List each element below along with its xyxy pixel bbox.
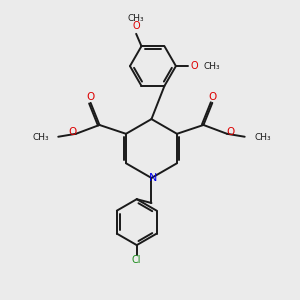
Text: CH₃: CH₃ [204,61,220,70]
Text: O: O [68,127,76,137]
Text: N: N [149,173,157,183]
Text: CH₃: CH₃ [32,133,49,142]
Text: O: O [132,21,140,31]
Text: CH₃: CH₃ [254,133,271,142]
Text: O: O [226,127,235,137]
Text: O: O [208,92,216,102]
Text: CH₃: CH₃ [128,14,145,23]
Text: Cl: Cl [132,255,142,266]
Text: O: O [86,92,95,102]
Text: O: O [190,61,198,71]
